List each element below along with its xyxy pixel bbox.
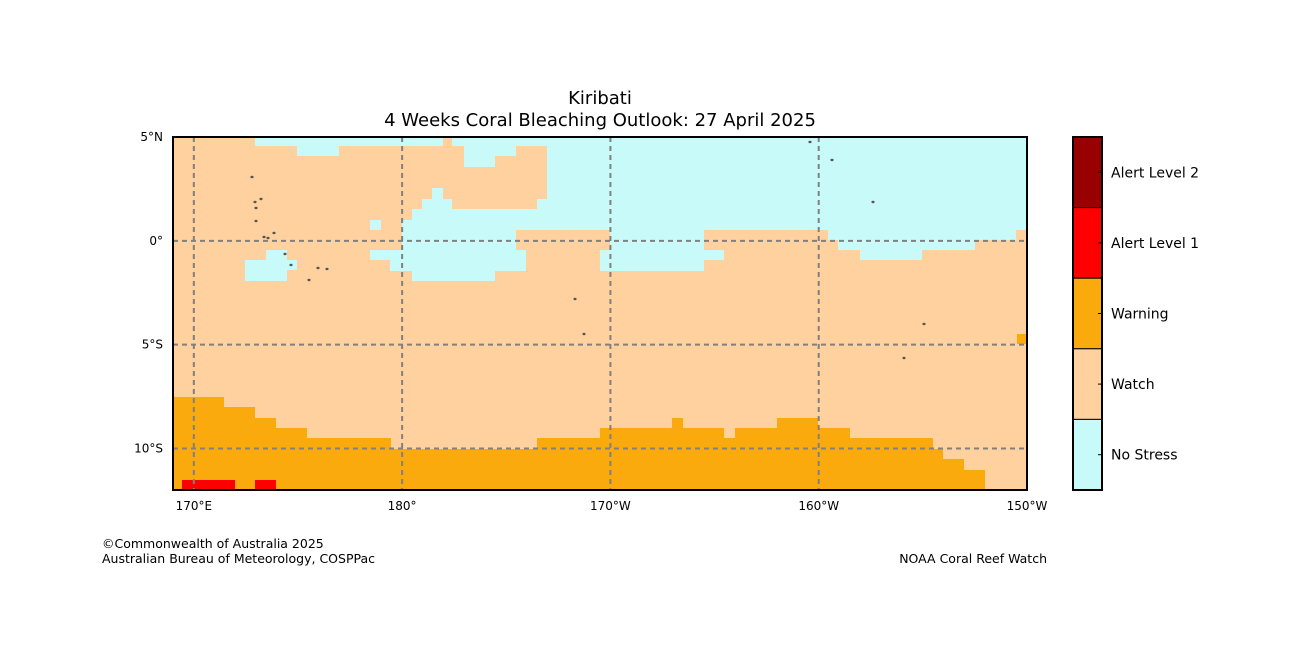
- island-marker: [262, 235, 266, 239]
- warning-patch: [1017, 334, 1027, 344]
- island-marker: [871, 200, 875, 204]
- island-marker: [307, 278, 311, 282]
- lat-tick-label: 5°S: [142, 338, 163, 352]
- island-marker: [582, 332, 586, 336]
- island-marker: [259, 197, 263, 201]
- legend-label: Alert Level 2: [1111, 165, 1199, 181]
- lon-tick-label: 180°: [388, 499, 417, 513]
- alert-level-1-patch: [182, 480, 235, 490]
- no-stress-region: [255, 137, 1027, 281]
- island-marker: [325, 267, 329, 271]
- copyright-credit: ©Commonwealth of Australia 2025 Australi…: [102, 536, 375, 566]
- lon-tick-label: 170°E: [176, 499, 213, 513]
- map-frame: [172, 136, 1028, 491]
- island-marker: [830, 158, 834, 162]
- warning-region: [173, 397, 985, 490]
- island-marker: [922, 322, 926, 326]
- island-marker: [902, 356, 906, 360]
- no-stress-patch: [245, 260, 287, 281]
- island-marker: [289, 263, 293, 267]
- legend-swatch: [1072, 348, 1103, 420]
- island-marker: [573, 297, 577, 301]
- island-marker: [253, 200, 257, 204]
- lat-tick-label: 5°N: [140, 130, 163, 144]
- island-marker: [250, 175, 254, 179]
- legend-label: No Stress: [1111, 448, 1178, 464]
- no-stress-patch: [266, 250, 287, 261]
- no-stress-patch: [370, 220, 381, 230]
- island-marker: [272, 231, 276, 235]
- island-marker: [254, 206, 258, 210]
- island-marker: [254, 219, 258, 223]
- legend-label: Alert Level 1: [1111, 236, 1199, 252]
- lat-tick-label: 0°: [149, 234, 163, 248]
- legend-swatch: [1072, 136, 1103, 209]
- map-title: Kiribati: [568, 88, 632, 109]
- legend-swatch: [1072, 207, 1103, 279]
- lon-tick-label: 160°W: [798, 499, 839, 513]
- island-marker: [808, 140, 812, 144]
- lon-tick-label: 170°W: [590, 499, 631, 513]
- agency-line: Australian Bureau of Meteorology, COSPPa…: [102, 551, 375, 566]
- lat-tick-label: 10°S: [134, 441, 163, 455]
- alert-level-1-patch: [255, 480, 276, 490]
- legend-frame: [1072, 136, 1103, 491]
- copyright-line: ©Commonwealth of Australia 2025: [102, 536, 324, 551]
- legend-swatch: [1072, 418, 1103, 491]
- island-marker: [316, 266, 320, 270]
- map-area: [173, 137, 1027, 490]
- legend: Alert Level 2 Alert Level 1 Warning Watch No…: [1072, 136, 1199, 491]
- island-marker: [266, 236, 270, 240]
- noaa-credit: NOAA Coral Reef Watch: [899, 551, 1047, 566]
- legend-label: Watch: [1111, 377, 1155, 393]
- graticule: [172, 136, 1028, 491]
- island-marker: [283, 252, 287, 256]
- lon-tick-label: 150°W: [1007, 499, 1048, 513]
- no-stress-patch: [370, 250, 390, 260]
- axis-ticks: 170°E 180° 170°W 160°W 150°W 5°N 0° 5°S 10°S: [134, 130, 1047, 513]
- legend-swatch: [1072, 277, 1103, 350]
- legend-label: Warning: [1111, 307, 1169, 323]
- map-subtitle: 4 Weeks Coral Bleaching Outlook: 27 Apri…: [384, 110, 816, 131]
